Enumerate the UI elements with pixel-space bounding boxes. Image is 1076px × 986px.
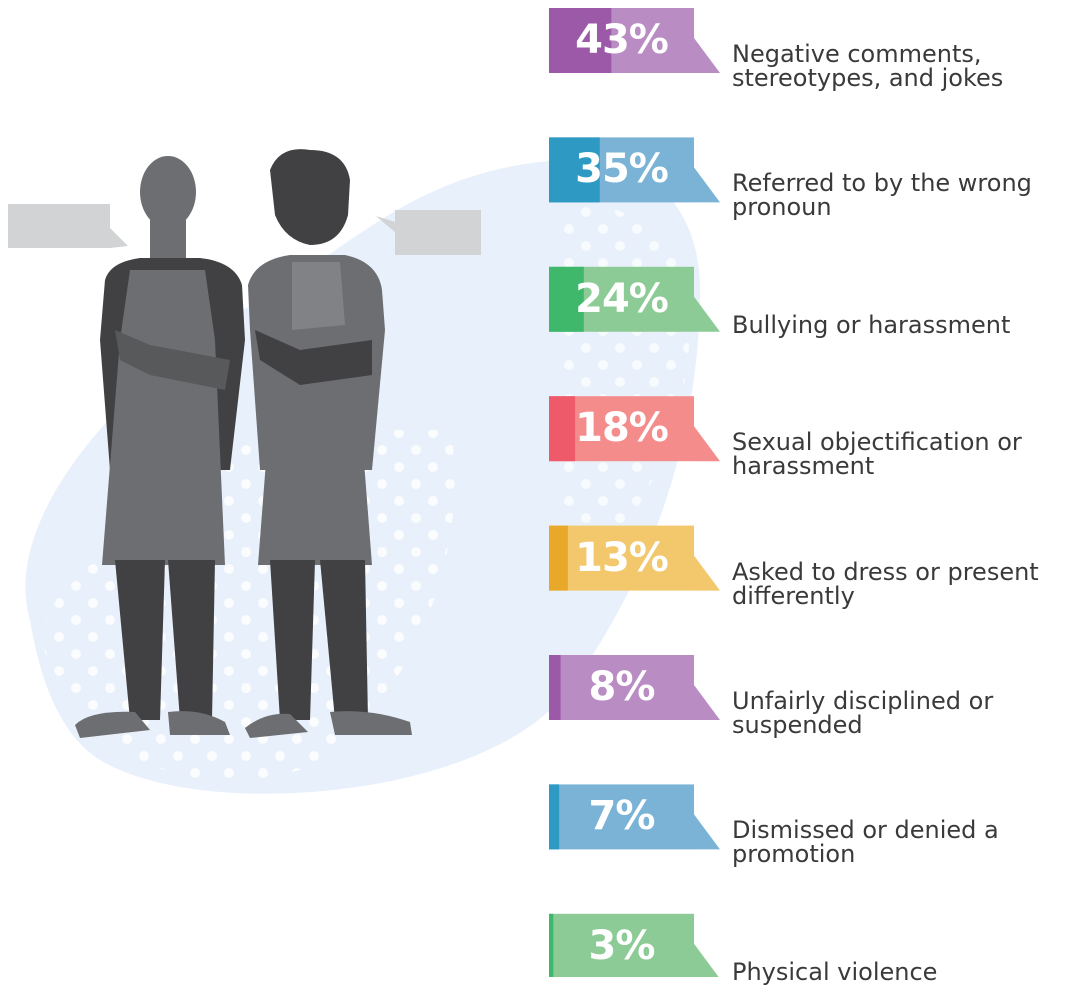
category-label: Asked to dress or present differently <box>732 557 1039 610</box>
bar-pointer <box>694 296 720 332</box>
bar-background <box>549 913 694 977</box>
bar-background <box>549 525 694 591</box>
value-label: 8% <box>588 664 656 710</box>
category-label: Sexual objectification or harassment <box>732 428 1022 481</box>
bar-background <box>549 784 694 850</box>
bar-pointer <box>694 685 720 720</box>
category-label: Unfairly disciplined or suspended <box>732 687 994 739</box>
bar-pointer <box>694 426 720 462</box>
bar <box>549 396 576 462</box>
category-label: Physical violence <box>732 957 938 986</box>
bar-pointer <box>694 167 720 203</box>
bar-pointer <box>694 38 720 73</box>
bar <box>549 655 561 720</box>
illustration <box>8 149 701 794</box>
category-label: Bullying or harassment <box>732 310 1011 339</box>
bar-background <box>549 655 694 720</box>
bar-pointer <box>694 555 720 591</box>
value-label: 35% <box>575 146 669 193</box>
value-label: 43% <box>575 17 669 63</box>
value-label: 24% <box>575 275 669 322</box>
category-label: Dismissed or denied a promotion <box>732 816 999 869</box>
category-label: Negative comments, stereotypes, and joke… <box>732 40 1004 92</box>
bar-pointer <box>694 814 720 850</box>
bar <box>549 137 600 203</box>
value-label: 18% <box>575 405 669 452</box>
bar-pointer <box>694 943 719 977</box>
value-label: 3% <box>588 922 656 969</box>
category-label: Referred to by the wrong pronoun <box>732 169 1032 222</box>
bar <box>549 525 568 591</box>
bar <box>549 913 554 977</box>
bar <box>549 784 560 850</box>
bar <box>549 266 584 332</box>
value-label: 13% <box>575 534 669 581</box>
value-label: 7% <box>588 793 656 840</box>
bar <box>549 8 612 73</box>
